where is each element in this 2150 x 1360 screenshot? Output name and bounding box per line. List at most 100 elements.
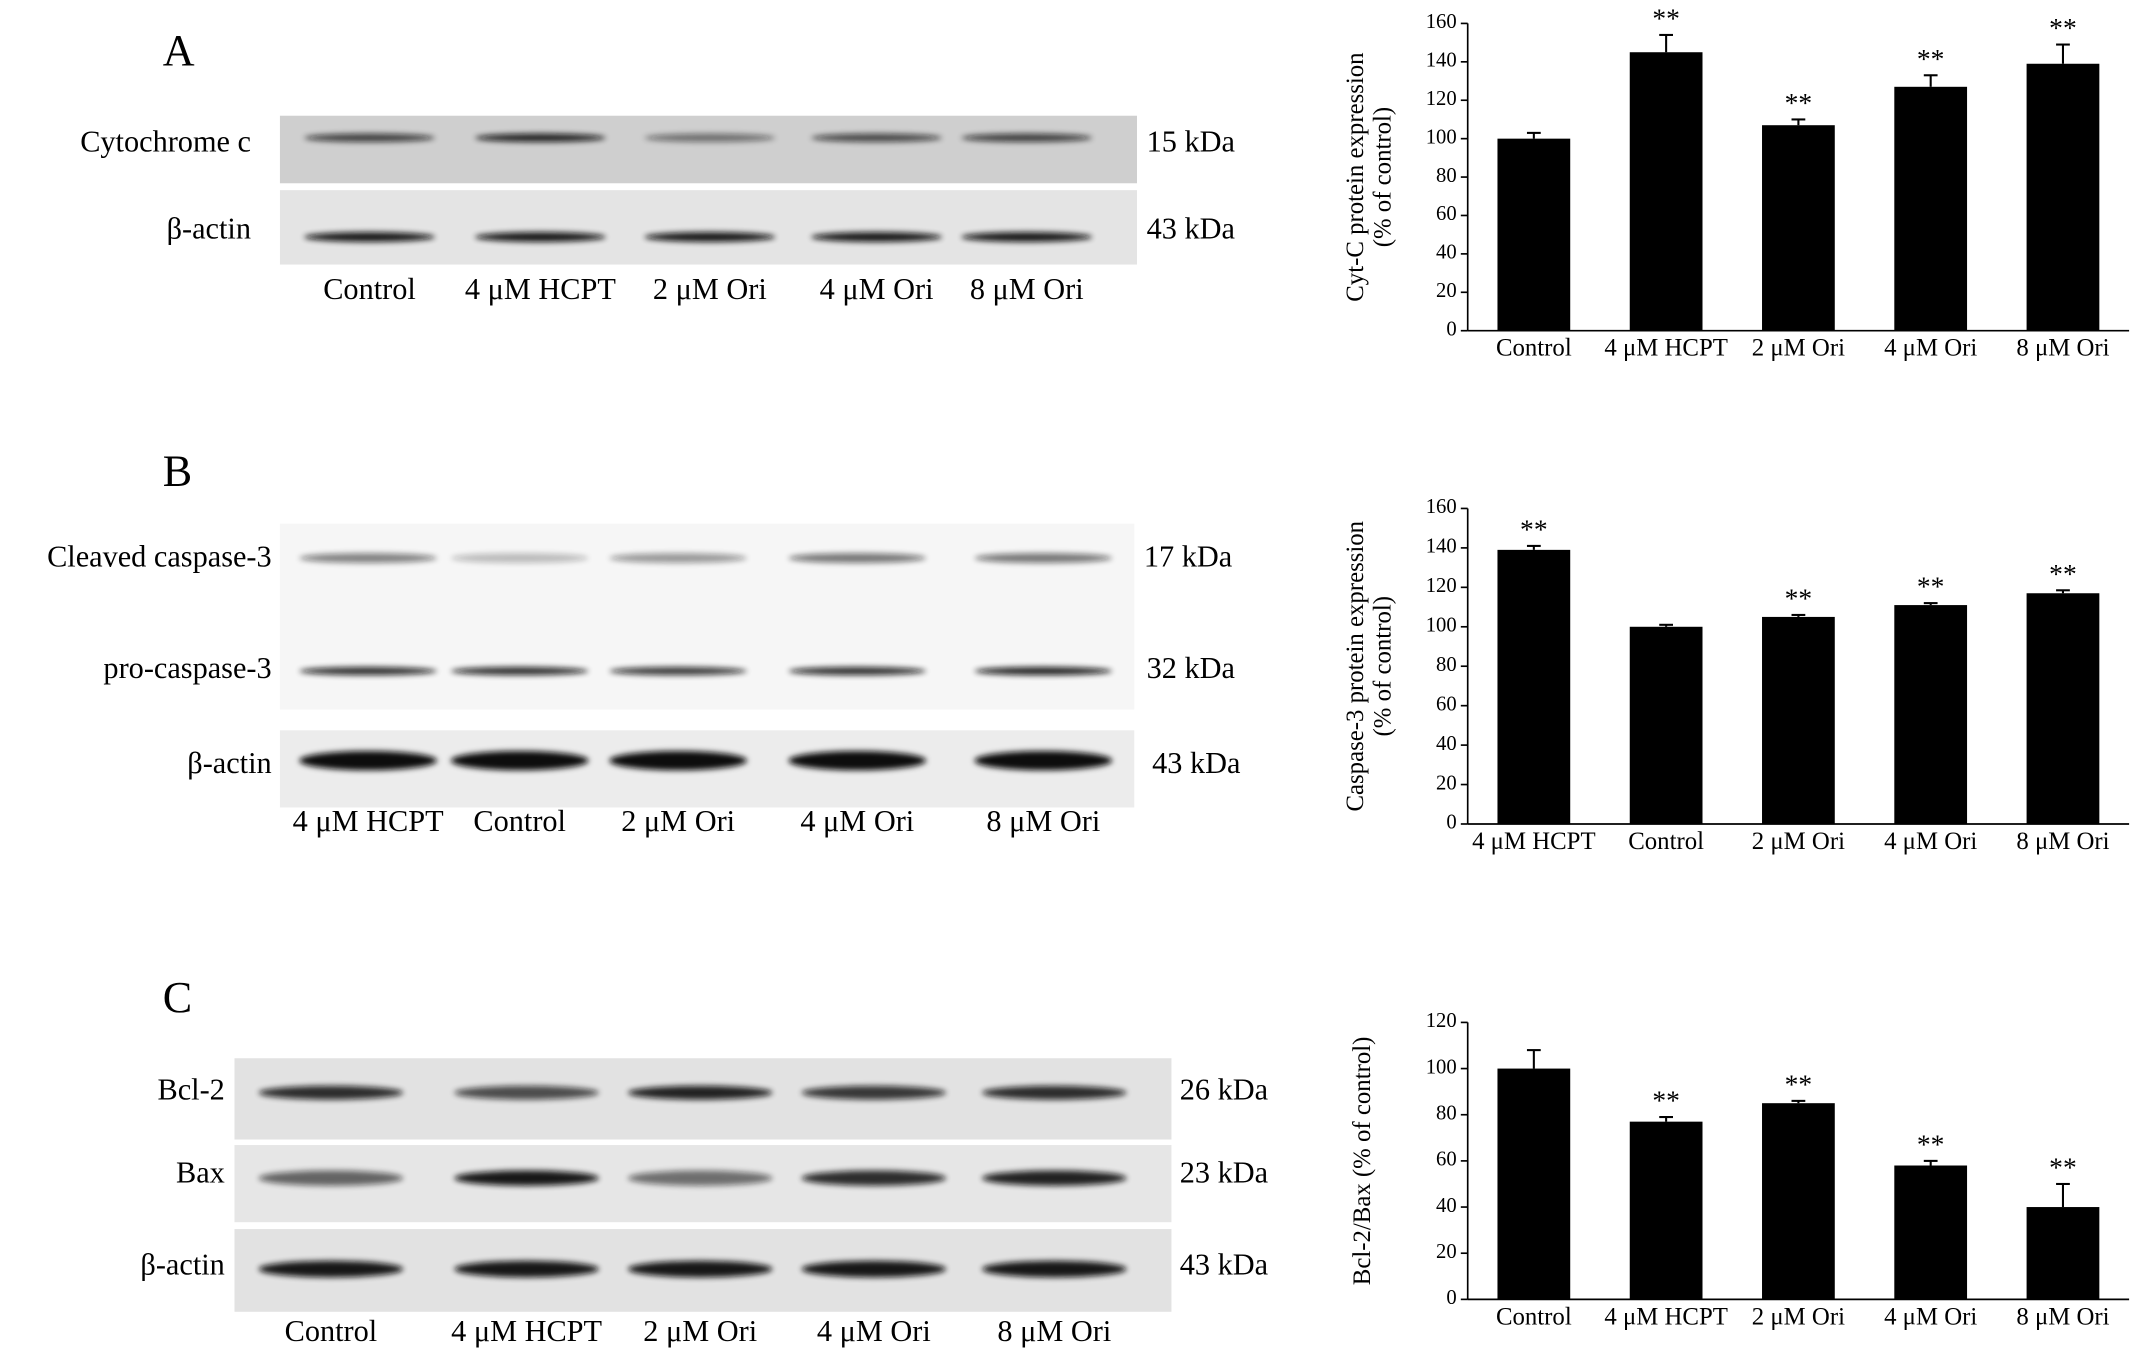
blot-band <box>454 1170 599 1186</box>
blot-band <box>627 1260 773 1278</box>
blot-band <box>474 133 606 142</box>
blot-band <box>258 1260 404 1278</box>
row-label: β-actin <box>140 1248 224 1282</box>
lane-label: Control <box>473 804 566 838</box>
row-label: Bcl-2 <box>158 1073 225 1107</box>
bar <box>1497 138 1571 331</box>
blot-band <box>801 1260 947 1278</box>
blot-band <box>961 232 1093 242</box>
panel-letter: B <box>163 447 192 496</box>
x-tick-label: 4 μM HCPT <box>1472 828 1596 855</box>
lane-label: 2 μM Ori <box>653 272 767 306</box>
lane-label: 2 μM Ori <box>643 1314 757 1348</box>
blot-band <box>981 1170 1127 1186</box>
significance-label: ** <box>1785 582 1813 613</box>
y-tick-label: 0 <box>1446 812 1456 834</box>
blot-band <box>299 666 438 676</box>
kda-label: 23 kDa <box>1180 1155 1269 1189</box>
significance-label: ** <box>1917 1128 1945 1159</box>
blot-band <box>609 553 748 563</box>
blot-membrane <box>279 115 1138 184</box>
significance-label: ** <box>2049 558 2077 589</box>
blot-band <box>788 553 927 563</box>
y-tick-label: 40 <box>1436 1195 1457 1217</box>
blot-band <box>961 133 1093 142</box>
y-tick-label: 80 <box>1436 1102 1457 1124</box>
blot-band <box>609 750 748 771</box>
kda-label: 32 kDa <box>1147 651 1236 685</box>
blot-band <box>811 232 943 242</box>
y-tick-label: 160 <box>1426 496 1457 518</box>
y-axis-label: Bcl-2/Bax (% of control) <box>1349 1037 1376 1286</box>
x-tick-label: 2 μM Ori <box>1752 1303 1845 1330</box>
y-tick-label: 60 <box>1436 203 1457 225</box>
lane-label: 4 μM HCPT <box>293 804 444 838</box>
bar <box>2026 63 2100 331</box>
blot-band <box>981 1085 1127 1100</box>
significance-label: ** <box>1785 87 1813 118</box>
blot-band <box>788 666 927 676</box>
blot-band <box>627 1085 773 1100</box>
y-tick-label: 20 <box>1436 1241 1457 1263</box>
bar <box>1762 1103 1835 1300</box>
y-tick-label: 120 <box>1426 575 1457 597</box>
bar <box>1629 52 1703 331</box>
kda-label: 26 kDa <box>1180 1073 1269 1107</box>
y-tick-label: 120 <box>1426 88 1457 110</box>
bar <box>2026 1207 2100 1300</box>
y-tick-label: 80 <box>1436 654 1457 676</box>
bar <box>1762 616 1835 824</box>
y-tick-label: 20 <box>1436 772 1457 794</box>
bar <box>1762 125 1835 331</box>
kda-label: 15 kDa <box>1147 125 1236 159</box>
row-label: Cytochrome c <box>80 125 251 159</box>
blot-band <box>474 232 606 242</box>
y-axis-label: (% of control) <box>1370 596 1397 736</box>
significance-label: ** <box>1652 2 1680 33</box>
y-axis-label: (% of control) <box>1370 107 1397 247</box>
bar <box>1629 1121 1703 1300</box>
significance-label: ** <box>2049 1152 2077 1183</box>
y-tick-label: 100 <box>1426 1056 1457 1078</box>
blot-band <box>974 750 1113 771</box>
blot-band <box>788 750 927 771</box>
row-label: β-actin <box>187 746 271 780</box>
x-tick-label: Control <box>1628 828 1704 855</box>
bar <box>2026 593 2100 824</box>
y-axis-label: Cyt-C protein expression <box>1342 52 1369 302</box>
blot-band <box>644 133 776 142</box>
x-tick-label: 8 μM Ori <box>2016 828 2109 855</box>
blot-membrane <box>279 523 1135 710</box>
blot-band <box>801 1085 947 1100</box>
lane-label: 4 μM Ori <box>817 1314 931 1348</box>
x-tick-label: 4 μM HCPT <box>1604 1303 1728 1330</box>
y-tick-label: 60 <box>1436 693 1457 715</box>
blot-band <box>974 666 1113 676</box>
panel-letter: C <box>163 973 192 1022</box>
lane-label: Control <box>285 1314 378 1348</box>
blot-band <box>299 750 438 771</box>
y-tick-label: 0 <box>1446 318 1456 340</box>
x-tick-label: 4 μM Ori <box>1884 335 1977 362</box>
blot-band <box>258 1085 404 1100</box>
lane-label: Control <box>323 272 416 306</box>
kda-label: 43 kDa <box>1180 1248 1269 1282</box>
blot-band <box>609 666 748 676</box>
bar <box>1894 86 1968 331</box>
lane-label: 8 μM Ori <box>986 804 1100 838</box>
x-tick-label: Control <box>1496 1303 1572 1330</box>
lane-label: 4 μM Ori <box>800 804 914 838</box>
y-tick-label: 100 <box>1426 615 1457 637</box>
y-tick-label: 160 <box>1426 11 1457 33</box>
y-tick-label: 0 <box>1446 1287 1456 1309</box>
significance-label: ** <box>1785 1068 1813 1099</box>
significance-label: ** <box>1917 571 1945 602</box>
blot-band <box>450 553 589 563</box>
kda-label: 43 kDa <box>1147 211 1236 245</box>
x-tick-label: 8 μM Ori <box>2016 1303 2109 1330</box>
significance-label: ** <box>2049 12 2077 43</box>
blot-band <box>974 553 1113 563</box>
blot-band <box>450 666 589 676</box>
blot-band <box>811 133 943 142</box>
x-tick-label: 2 μM Ori <box>1752 828 1845 855</box>
